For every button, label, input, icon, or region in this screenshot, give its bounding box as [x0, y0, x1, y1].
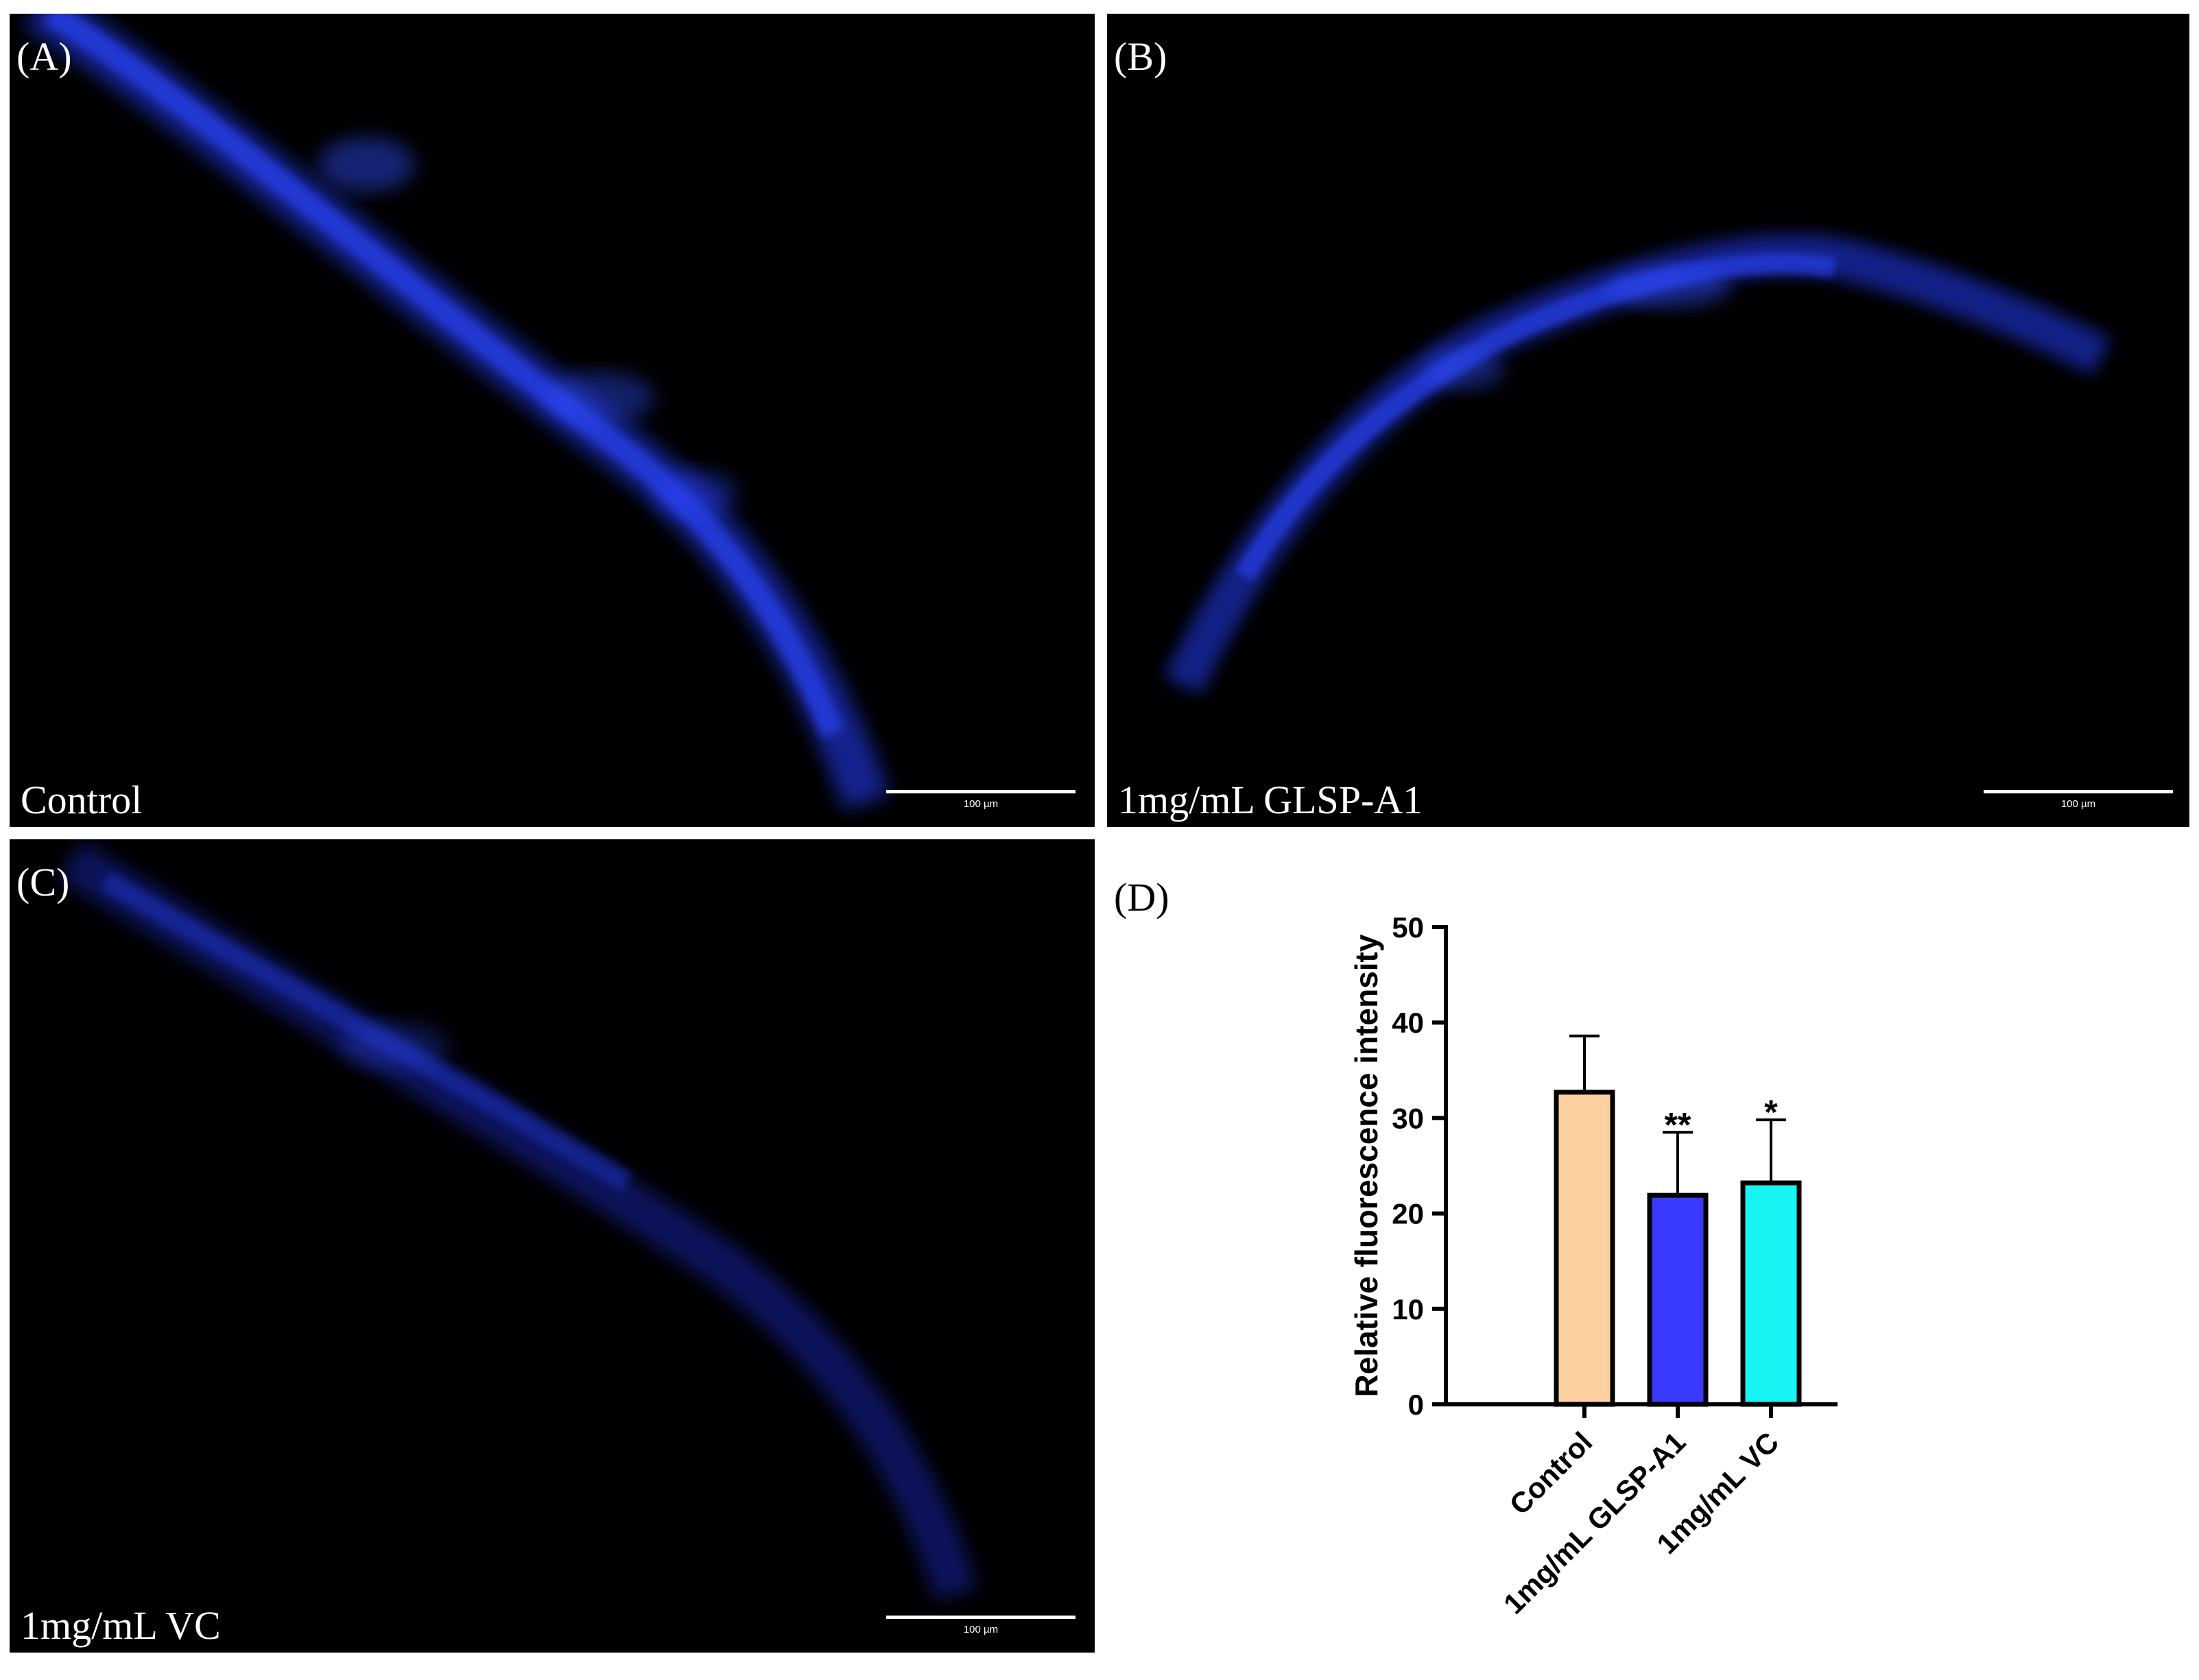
y-tick-label: 40	[1392, 1007, 1424, 1039]
worm-image-control	[24, 14, 890, 811]
x-tick-label: Control	[1503, 1426, 1599, 1521]
micrograph-glsp-a1: (B) 1mg/mL GLSP-A1 100 µm	[1107, 14, 2189, 827]
micrograph-control: (A) Control 100 µm	[10, 14, 1095, 827]
y-tick-label: 10	[1392, 1293, 1424, 1325]
significance-marker: **	[1665, 1105, 1691, 1144]
bar	[1740, 1180, 1802, 1407]
panel-caption-c: 1mg/mL VC	[21, 1603, 221, 1648]
panel-caption-a: Control	[21, 778, 143, 822]
y-tick-label: 20	[1392, 1198, 1424, 1230]
panel-caption-b: 1mg/mL GLSP-A1	[1118, 778, 1423, 822]
scale-bar-a	[886, 790, 1075, 793]
y-axis-label: Relative fluorescence intensity	[1348, 934, 1384, 1397]
y-tick-label: 30	[1392, 1102, 1424, 1134]
bar	[1554, 1090, 1615, 1407]
panel-label-b: (B)	[1114, 34, 1167, 79]
micrograph-vc: (C) 1mg/mL VC 100 µm	[10, 839, 1095, 1653]
panel-label-a: (A)	[16, 34, 72, 79]
y-tick-label: 0	[1408, 1389, 1424, 1421]
chart-panel: (D) 0 10 20 30 40 50 Relative fluorescence int…	[1104, 839, 2189, 1669]
scale-label-a: 100 µm	[963, 798, 999, 810]
worm-image-glsp-a1	[1163, 234, 2111, 695]
scale-label-c: 100 µm	[963, 1624, 999, 1635]
scale-bar-c	[886, 1616, 1075, 1619]
scale-label-b: 100 µm	[2060, 798, 2096, 810]
scale-bar-b	[1984, 790, 2173, 793]
panel-label-c: (C)	[16, 860, 70, 904]
panel-label-d: (D)	[1114, 875, 1169, 920]
bar	[1647, 1192, 1709, 1407]
worm-image-vc	[59, 841, 977, 1600]
y-tick-label: 50	[1392, 911, 1424, 944]
significance-marker: *	[1764, 1093, 1778, 1131]
x-tick-label: 1mg/mL GLSP-A1	[1497, 1426, 1692, 1620]
